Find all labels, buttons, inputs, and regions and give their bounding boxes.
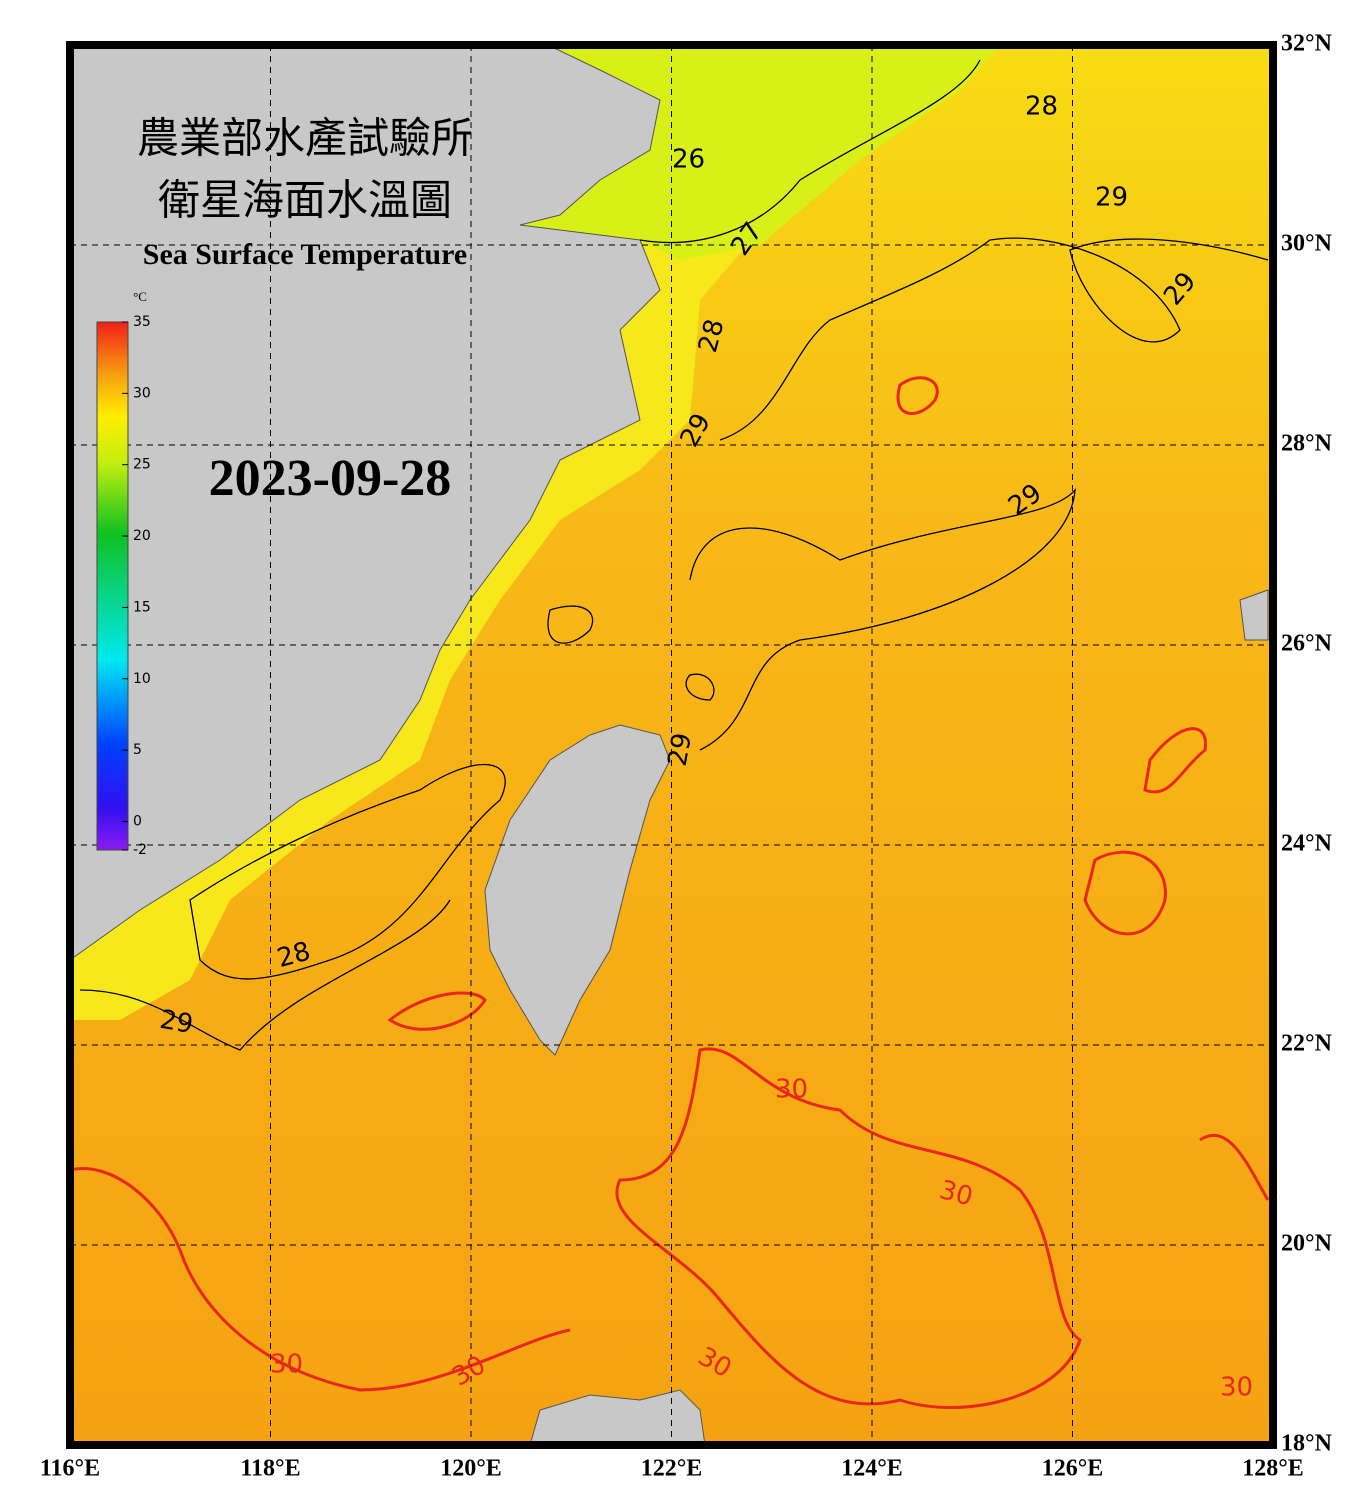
colorbar-tick-label: 25	[133, 457, 151, 473]
lat-label: 18°N	[1281, 1431, 1333, 1457]
lat-label: 30°N	[1281, 231, 1333, 257]
contour-label: 30	[775, 1075, 808, 1105]
lon-label: 116°E	[40, 1456, 100, 1482]
date: 2023-09-28	[209, 450, 452, 507]
lon-label: 126°E	[1042, 1456, 1104, 1482]
lon-label: 128°E	[1242, 1456, 1304, 1482]
contour-label: 26	[672, 145, 705, 175]
contour-label: 28	[1025, 92, 1058, 122]
contour-label: 30	[270, 1350, 303, 1380]
lat-label: 26°N	[1281, 631, 1333, 657]
lat-label: 28°N	[1281, 431, 1333, 457]
lat-label: 20°N	[1281, 1231, 1333, 1257]
title-chinese: 衛星海面水溫圖	[158, 179, 452, 225]
contour-label: 29	[1095, 183, 1128, 213]
graticule	[70, 45, 1273, 1445]
contour-label: 29	[663, 731, 698, 769]
isotherm-red	[69, 376, 1270, 1409]
colorbar-tick-label: 30	[133, 385, 151, 401]
colorbar-tick-label: 15	[133, 599, 151, 615]
land	[69, 44, 1269, 1446]
colorbar-tick-label: 35	[133, 314, 151, 330]
colorbar-tick-label: 0	[133, 813, 142, 829]
lon-label: 118°E	[240, 1456, 300, 1482]
title-chinese: 農業部水產試驗所	[137, 116, 473, 163]
colorbar-tick-label: 5	[133, 742, 142, 758]
contour-label: 30	[1220, 1373, 1253, 1403]
colorbar	[96, 321, 129, 851]
lon-label: 122°E	[641, 1456, 703, 1482]
contour-label: 29	[157, 1005, 195, 1040]
colorbar-tick-label: 20	[133, 528, 151, 544]
map-frame	[66, 41, 1277, 1449]
lat-label: 24°N	[1281, 831, 1333, 857]
isotherm-black	[79, 59, 1269, 1051]
colorbar-unit: °C	[133, 289, 147, 304]
colorbar-tick-label: 10	[133, 671, 151, 687]
lon-label: 124°E	[841, 1456, 903, 1482]
title-english: Sea Surface Temperature	[143, 238, 467, 271]
lon-label: 120°E	[440, 1456, 502, 1482]
colorbar-tick-label: -2	[133, 842, 147, 858]
cool-water	[520, 45, 1000, 260]
lat-label: 22°N	[1281, 1031, 1333, 1057]
lat-label: 32°N	[1281, 31, 1333, 57]
